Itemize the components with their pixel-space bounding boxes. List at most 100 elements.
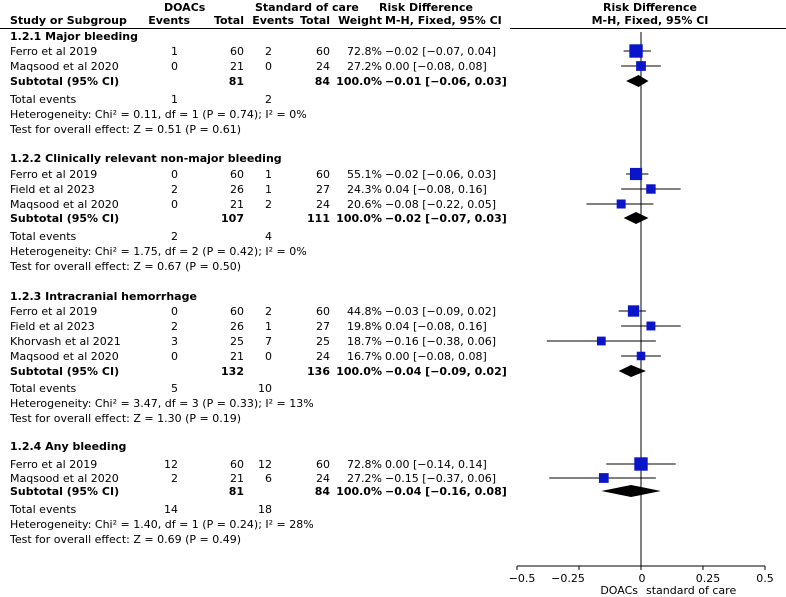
study-point-marker (598, 473, 609, 483)
subtotal-label: Subtotal (95% CI) (10, 365, 120, 378)
subtotal-n2: 84 (314, 485, 330, 498)
pooled-diamond (626, 75, 649, 87)
subtotal-label: Subtotal (95% CI) (10, 212, 120, 225)
study-e1: 0 (171, 168, 178, 181)
study-n2: 60 (316, 458, 330, 471)
study-weight: 20.6% (347, 198, 382, 211)
study-weight: 18.7% (347, 335, 382, 348)
header-rule-right (510, 28, 786, 29)
study-n2: 24 (316, 350, 330, 363)
study-rd: 0.00 [−0.08, 0.08] (385, 60, 487, 73)
subtotal-rd: −0.04 [−0.09, 0.02] (385, 365, 507, 378)
study-n1: 26 (230, 183, 244, 196)
study-e2: 6 (265, 472, 272, 485)
study-point-marker (616, 199, 626, 209)
study-name: Maqsood et al 2020 (10, 472, 119, 485)
overall-effect: Test for overall effect: Z = 0.67 (P = 0… (10, 260, 241, 273)
study-n1: 21 (230, 350, 244, 363)
study-e1: 0 (171, 198, 178, 211)
subtotal-weight: 100.0% (336, 365, 382, 378)
subtotal-n1: 107 (221, 212, 244, 225)
pooled-diamond (623, 212, 649, 224)
rd-title-header: Risk Difference (379, 1, 473, 14)
study-e1: 2 (171, 472, 178, 485)
axis-tick-label: 0 (638, 572, 646, 585)
study-rd: −0.02 [−0.06, 0.03] (385, 168, 496, 181)
study-rd: −0.15 [−0.37, 0.06] (385, 472, 496, 485)
total-events-e1: 5 (171, 382, 178, 395)
heterogeneity: Heterogeneity: Chi² = 1.75, df = 2 (P = … (10, 245, 307, 258)
study-name: Ferro et al 2019 (10, 45, 98, 58)
subtotal-weight: 100.0% (336, 75, 382, 88)
study-weight: 44.8% (347, 305, 382, 318)
study-weight: 16.7% (347, 350, 382, 363)
axis-tick-label: 0.5 (756, 572, 774, 585)
subtotal-rd: −0.01 [−0.06, 0.03] (385, 75, 507, 88)
study-point-marker (636, 61, 646, 71)
total-events-label: Total events (10, 93, 77, 106)
study-e2: 2 (265, 198, 272, 211)
study-weight: 24.3% (347, 183, 382, 196)
study-point-marker (636, 351, 646, 361)
total-events-e2: 18 (258, 503, 272, 516)
total-events-label: Total events (10, 230, 77, 243)
study-e2: 2 (265, 305, 272, 318)
study-e2: 12 (258, 458, 272, 471)
overall-effect: Test for overall effect: Z = 0.69 (P = 0… (10, 533, 241, 546)
header-rule-left (0, 28, 500, 29)
subtotal-n1: 81 (228, 75, 244, 88)
study-e1: 1 (171, 45, 178, 58)
study-rd: 0.04 [−0.08, 0.16] (385, 183, 487, 196)
study-e1: 12 (164, 458, 178, 471)
study-rd: −0.16 [−0.38, 0.06] (385, 335, 496, 348)
subtotal-weight: 100.0% (336, 212, 382, 225)
heterogeneity: Heterogeneity: Chi² = 3.47, df = 3 (P = … (10, 397, 314, 410)
subtotal-label: Subtotal (95% CI) (10, 75, 120, 88)
subtotal-label: Subtotal (95% CI) (10, 485, 120, 498)
subtotal-rd: −0.04 [−0.16, 0.08] (385, 485, 507, 498)
study-name: Khorvash et al 2021 (10, 335, 121, 348)
study-n2: 60 (316, 305, 330, 318)
study-n2: 24 (316, 60, 330, 73)
study-point-marker (629, 44, 643, 58)
study-point-marker (627, 305, 640, 317)
subgroup-title: 1.2.1 Major bleeding (10, 30, 139, 43)
col-study-header: Study or Subgroup (10, 14, 127, 27)
subtotal-rd: −0.02 [−0.07, 0.03] (385, 212, 507, 225)
study-rd: −0.08 [−0.22, 0.05] (385, 198, 496, 211)
study-n2: 27 (316, 320, 330, 333)
total-events-e1: 14 (164, 503, 178, 516)
study-e2: 1 (265, 168, 272, 181)
total-events-e2: 10 (258, 382, 272, 395)
subtotal-n2: 84 (314, 75, 330, 88)
study-n1: 21 (230, 60, 244, 73)
col-events1-header: Events (148, 14, 190, 27)
study-point-marker (596, 336, 606, 346)
favours-right-label: standard of care (646, 584, 737, 597)
study-rd: 0.00 [−0.08, 0.08] (385, 350, 487, 363)
study-rd: −0.02 [−0.07, 0.04] (385, 45, 496, 58)
study-e2: 0 (265, 350, 272, 363)
study-n1: 60 (230, 168, 244, 181)
heterogeneity: Heterogeneity: Chi² = 1.40, df = 1 (P = … (10, 518, 314, 531)
study-n1: 25 (230, 335, 244, 348)
col-weight-header: Weight (338, 14, 382, 27)
study-n1: 60 (230, 45, 244, 58)
total-events-label: Total events (10, 503, 77, 516)
pooled-diamond (618, 365, 646, 377)
study-rd: 0.04 [−0.08, 0.16] (385, 320, 487, 333)
study-rd: 0.00 [−0.14, 0.14] (385, 458, 487, 471)
plot-title-header: Risk Difference (603, 1, 697, 14)
group1-header: DOACs (164, 1, 206, 14)
study-n2: 24 (316, 198, 330, 211)
study-n1: 60 (230, 458, 244, 471)
study-n1: 60 (230, 305, 244, 318)
study-point-marker (634, 457, 648, 471)
overall-effect: Test for overall effect: Z = 1.30 (P = 0… (10, 412, 241, 425)
col-rd-method-header: M-H, Fixed, 95% CI (385, 14, 502, 27)
study-e2: 0 (265, 60, 272, 73)
study-name: Ferro et al 2019 (10, 168, 98, 181)
study-weight: 27.2% (347, 472, 382, 485)
col-events2-header: Events (252, 14, 294, 27)
